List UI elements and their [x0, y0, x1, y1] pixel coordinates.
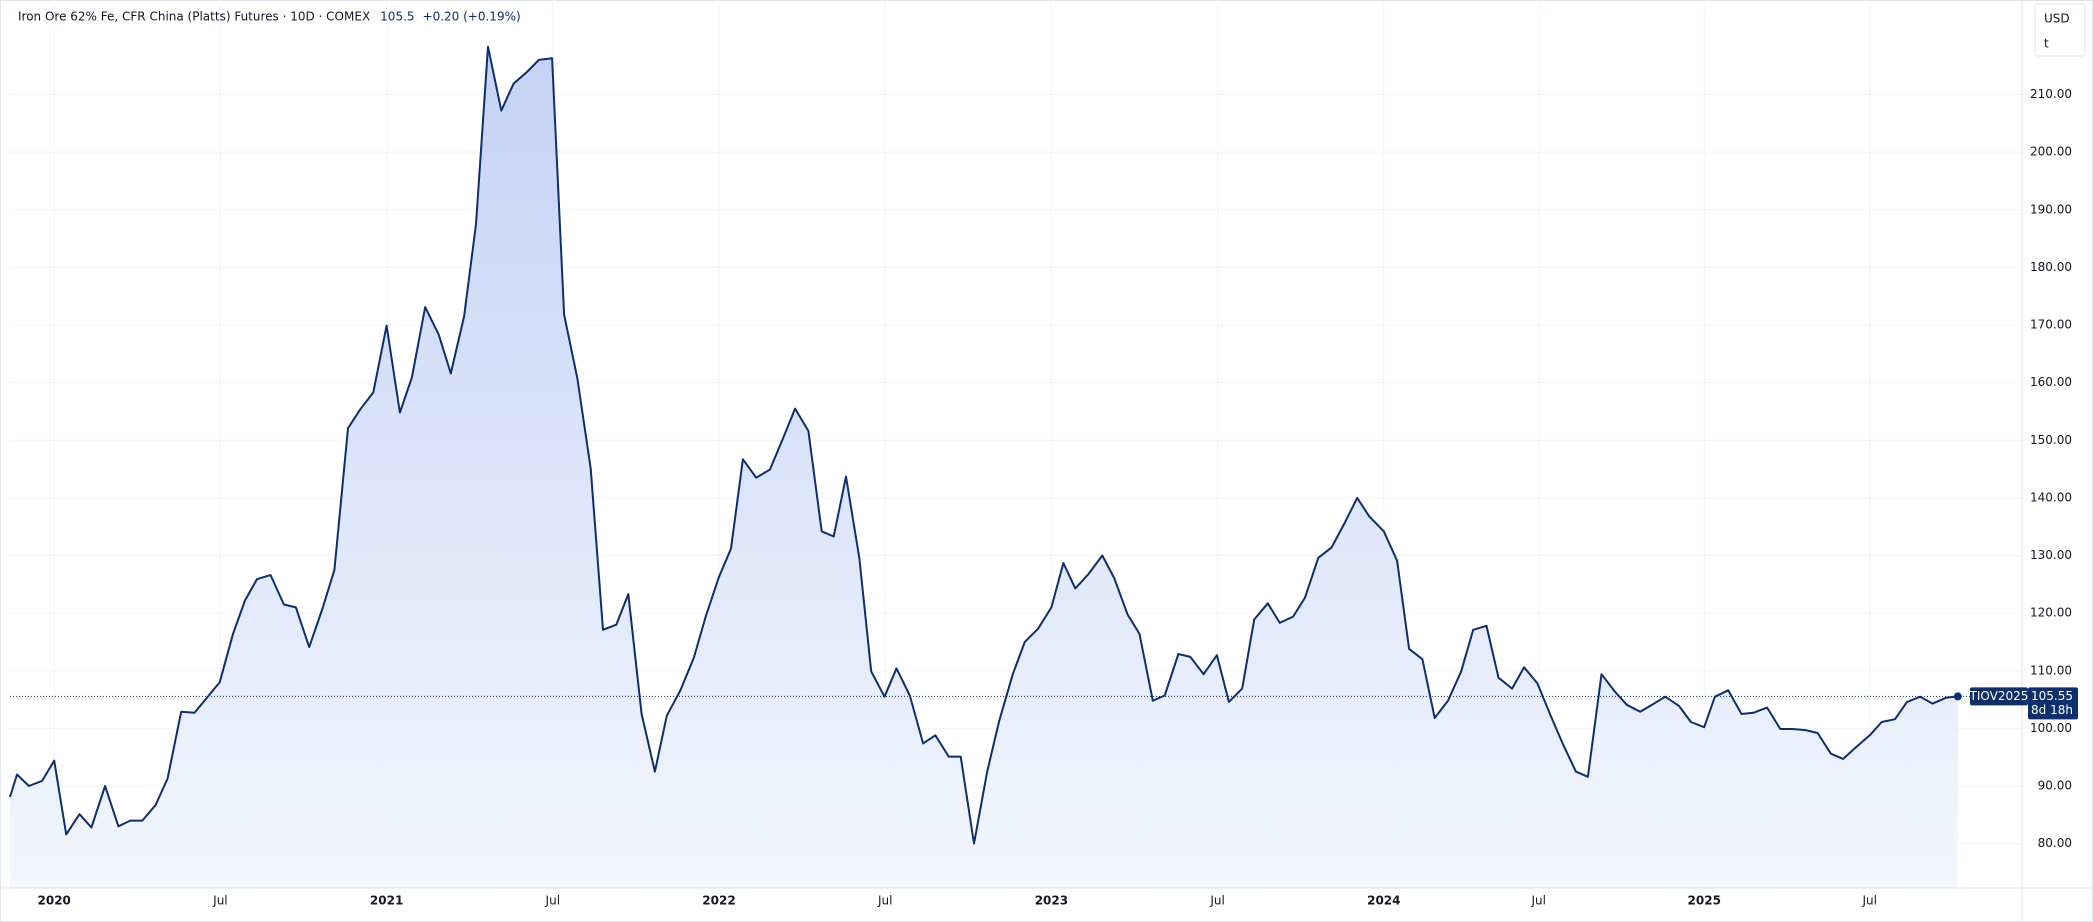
unit[interactable]: t — [2044, 37, 2049, 51]
y-tick-label: 190.00 — [2030, 202, 2072, 216]
y-tick-label: 210.00 — [2030, 87, 2072, 101]
x-tick-label: 2023 — [1035, 894, 1068, 908]
y-tick-label: 130.00 — [2030, 548, 2072, 562]
x-tick-label: 2024 — [1367, 894, 1400, 908]
y-tick-label: 110.00 — [2030, 663, 2072, 677]
x-tick-label: 2025 — [1688, 894, 1721, 908]
x-tick-label: Jul — [212, 894, 227, 908]
price-tag — [2028, 687, 2078, 720]
x-tick-label: Jul — [1209, 894, 1224, 908]
symbol-tag — [1970, 687, 2028, 706]
y-tick-label: 120.00 — [2030, 606, 2072, 620]
x-tick-label: 2020 — [38, 894, 71, 908]
y-tick-label: 150.00 — [2030, 433, 2072, 447]
y-tick-label: 170.00 — [2030, 318, 2072, 332]
y-tick-label: 180.00 — [2030, 260, 2072, 274]
last-price: 105.5 — [380, 10, 414, 24]
legend-header: Iron Ore 62% Fe, CFR China (Platts) Futu… — [18, 10, 521, 24]
y-tick-label: 100.00 — [2030, 721, 2072, 735]
change: +0.20 (+0.19%) — [423, 10, 521, 24]
x-tick-label: 2021 — [370, 894, 403, 908]
countdown: 8d 18h — [2031, 703, 2073, 717]
chart-title: Iron Ore 62% Fe, CFR China (Platts) Futu… — [18, 10, 370, 24]
currency[interactable]: USD — [2044, 12, 2070, 26]
y-tick-label: 160.00 — [2030, 375, 2072, 389]
y-tick-label: 200.00 — [2030, 145, 2072, 159]
currency-box[interactable] — [2034, 3, 2086, 57]
y-tick-label: 140.00 — [2030, 490, 2072, 504]
x-tick-label: Jul — [1530, 894, 1545, 908]
symbol-label: TIOV2025 — [1969, 689, 2029, 703]
price-tag-value: 105.55 — [2031, 689, 2073, 703]
x-tick-label: Jul — [877, 894, 892, 908]
y-tick-label: 80.00 — [2038, 836, 2072, 850]
last-point — [1953, 692, 1962, 701]
area-fill — [10, 46, 1958, 888]
price-line — [9, 45, 1958, 845]
x-tick-label: 2022 — [702, 894, 735, 908]
x-tick-label: Jul — [545, 894, 560, 908]
y-tick-label: 90.00 — [2038, 779, 2072, 793]
x-tick-label: Jul — [1862, 894, 1877, 908]
